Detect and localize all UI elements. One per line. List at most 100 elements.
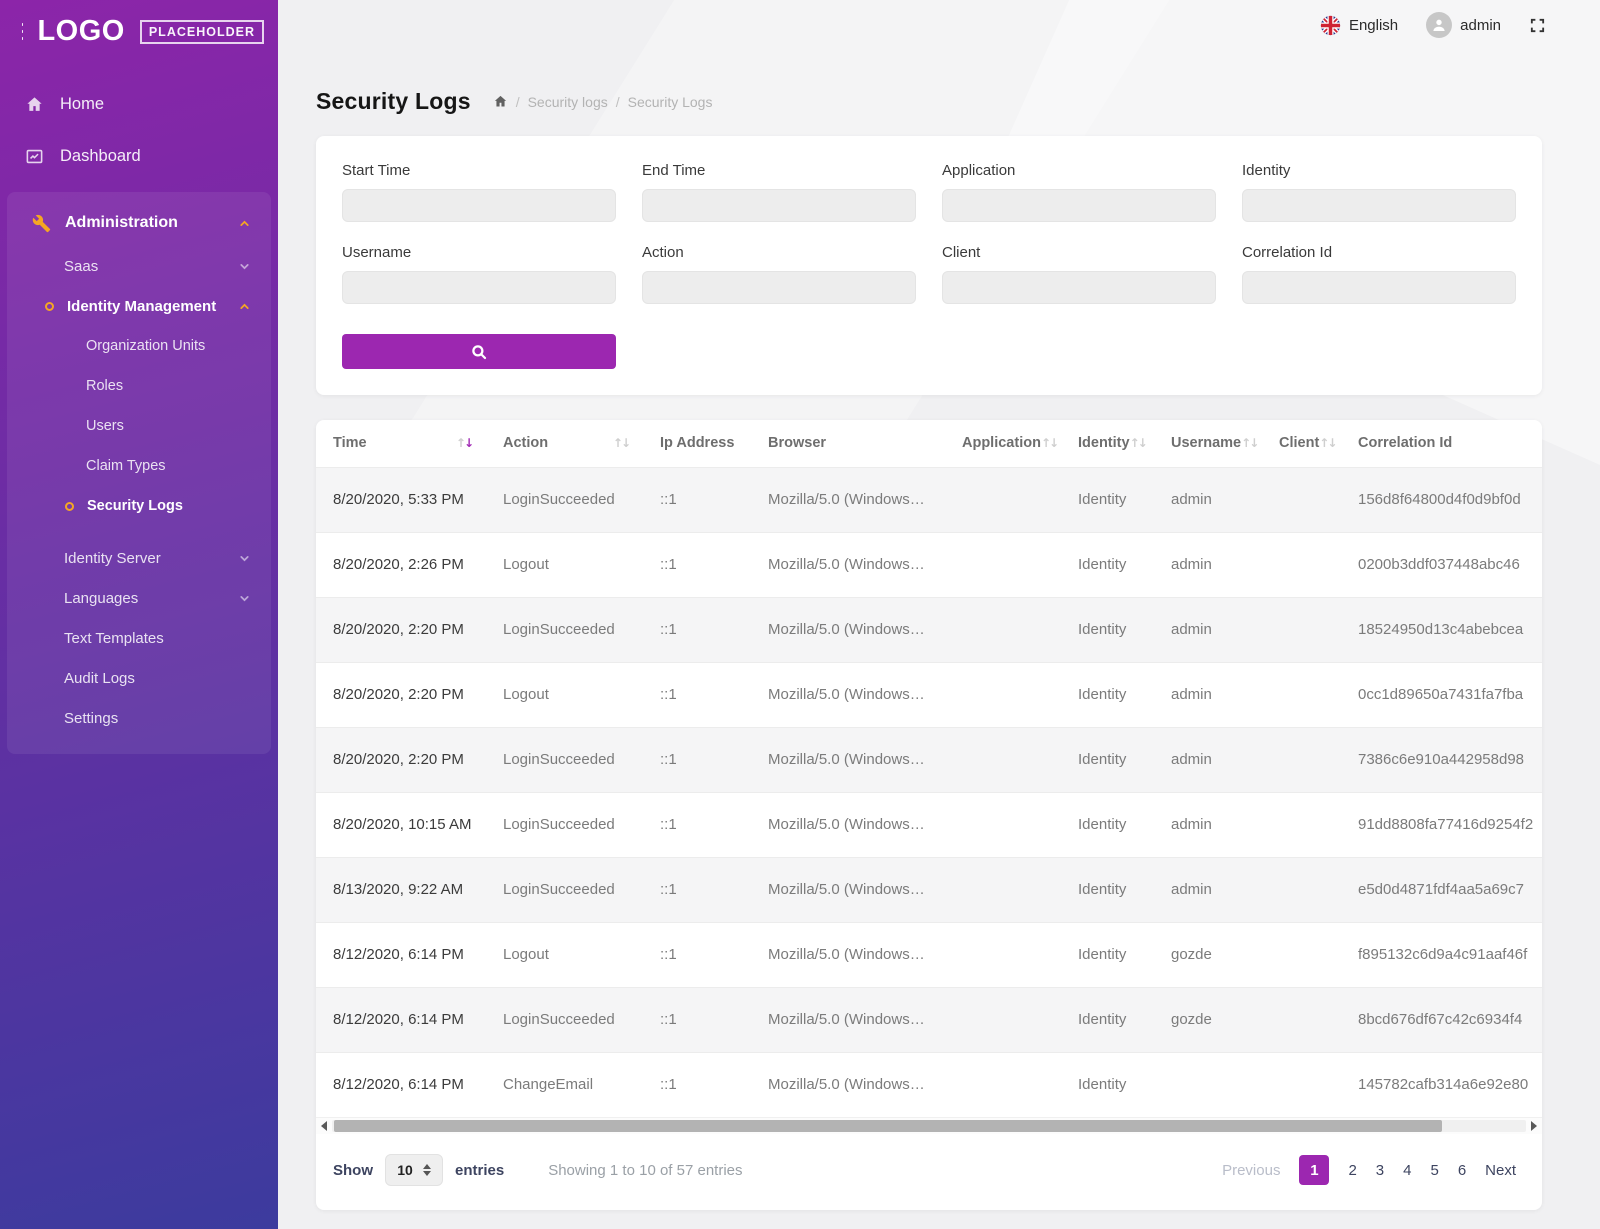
- filter-input-end-time[interactable]: [642, 189, 916, 222]
- table-row: 8/20/2020, 5:33 PM LoginSucceeded::1 Mozil…: [316, 467, 1542, 532]
- breadcrumb-item-current: Security Logs: [616, 94, 713, 110]
- column-header-application[interactable]: Application ↑ ↓: [945, 420, 1061, 467]
- sidebar-item-audit-logs[interactable]: Audit Logs: [7, 658, 271, 698]
- filter-field-identity: Identity: [1242, 162, 1516, 222]
- cell-correlation-id: 8bcd676df67c42c6934f4: [1358, 1011, 1523, 1028]
- filter-input-correlation-id[interactable]: [1242, 271, 1516, 304]
- breadcrumb-item[interactable]: Security logs: [516, 94, 608, 110]
- sidebar-item-claim-types[interactable]: Claim Types: [7, 446, 271, 486]
- cell-application: [945, 922, 1061, 987]
- cell-ip-address: ::1: [660, 556, 677, 573]
- previous-page-button[interactable]: Previous: [1222, 1161, 1281, 1179]
- logo-badge: PLACEHOLDER: [139, 19, 264, 44]
- cell-correlation-id: 0cc1d89650a7431fa7fba: [1358, 686, 1524, 703]
- filter-input-client[interactable]: [942, 271, 1216, 304]
- sidebar-item-roles[interactable]: Roles: [7, 366, 271, 406]
- page-button-3[interactable]: 3: [1375, 1161, 1385, 1179]
- topbar: English admin: [278, 0, 1600, 50]
- sidebar-item-identity-management[interactable]: Identity Management: [7, 286, 271, 326]
- scroll-right-icon[interactable]: [1531, 1121, 1537, 1131]
- scrollbar-track[interactable]: [332, 1120, 1526, 1132]
- filter-input-application[interactable]: [942, 189, 1216, 222]
- cell-action: LoginSucceeded: [503, 751, 615, 768]
- sidebar-item-label: Users: [86, 418, 124, 434]
- filter-label-correlation-id: Correlation Id: [1242, 244, 1333, 261]
- page-button-2[interactable]: 2: [1348, 1161, 1357, 1179]
- page-button-1[interactable]: 1: [1299, 1155, 1330, 1185]
- home-icon[interactable]: [493, 94, 508, 109]
- filter-input-username[interactable]: [342, 271, 616, 304]
- home-icon: [25, 95, 45, 114]
- cell-username: gozde: [1171, 1011, 1212, 1028]
- sidebar-item-saas[interactable]: Saas: [7, 246, 271, 286]
- sidebar-item-languages[interactable]: Languages: [7, 578, 271, 618]
- sidebar-item-organization-units[interactable]: Organization Units: [7, 326, 271, 366]
- filter-field-application: Application: [942, 162, 1216, 222]
- scroll-left-icon[interactable]: [321, 1121, 327, 1131]
- page-button-4[interactable]: 4: [1403, 1161, 1412, 1179]
- entries-summary: Showing 1 to 10 of 57 entries: [548, 1161, 743, 1179]
- sidebar-item-text-templates[interactable]: Text Templates: [7, 618, 271, 658]
- page-size-select[interactable]: 10: [385, 1154, 443, 1186]
- column-header-username[interactable]: Username ↑ ↓: [1154, 420, 1262, 467]
- filter-label-start-time: Start Time: [342, 162, 411, 179]
- column-label: Browser: [768, 435, 827, 452]
- cell-correlation-id: 156d8f64800d4f0d9bf0d: [1358, 491, 1521, 508]
- column-header-identity[interactable]: Identity ↑ ↓: [1061, 420, 1154, 467]
- cell-client: [1262, 987, 1341, 1052]
- fullscreen-icon[interactable]: [1529, 17, 1546, 34]
- filter-input-identity[interactable]: [1242, 189, 1516, 222]
- sidebar-item-home[interactable]: Home: [0, 78, 278, 130]
- cell-client: [1262, 727, 1341, 792]
- filter-field-username: Username: [342, 244, 616, 304]
- sidebar-item-security-logs[interactable]: Security Logs: [7, 486, 271, 526]
- security-logs-table: Time ↑ ↓ Action ↑ ↓ Ip Address Browser Applicati…: [316, 420, 1542, 1117]
- cell-username: admin: [1171, 751, 1212, 768]
- wrench-icon: [32, 214, 52, 233]
- sidebar-header: LOGO PLACEHOLDER: [0, 0, 278, 62]
- cell-browser: Mozilla/5.0 (Windows…: [768, 491, 925, 508]
- uk-flag-icon: [1320, 15, 1341, 36]
- sidebar-item-dashboard[interactable]: Dashboard: [0, 130, 278, 182]
- cell-action: ChangeEmail: [503, 1076, 594, 1094]
- page-button-6[interactable]: 6: [1457, 1161, 1467, 1179]
- column-header-action[interactable]: Action ↑ ↓: [486, 420, 643, 467]
- filter-input-start-time[interactable]: [342, 189, 616, 222]
- cell-identity: Identity: [1078, 881, 1127, 898]
- user-menu[interactable]: admin: [1426, 12, 1501, 38]
- cell-application: [945, 857, 1061, 922]
- search-button[interactable]: [342, 334, 616, 369]
- sidebar-item-administration[interactable]: Administration: [7, 200, 271, 246]
- column-label: Username: [1171, 435, 1242, 452]
- sidebar-item-label: Administration: [65, 214, 178, 231]
- sidebar-item-users[interactable]: Users: [7, 406, 271, 446]
- cell-application: [945, 727, 1061, 792]
- filter-input-action[interactable]: [642, 271, 916, 304]
- next-page-button[interactable]: Next: [1485, 1161, 1516, 1179]
- cell-time: 8/12/2020, 6:14 PM: [333, 1076, 464, 1094]
- cell-browser: Mozilla/5.0 (Windows…: [768, 621, 925, 638]
- language-selector[interactable]: English: [1320, 15, 1398, 36]
- username-label: admin: [1460, 16, 1501, 34]
- cell-application: [945, 597, 1061, 662]
- cell-client: [1262, 1052, 1341, 1117]
- cell-correlation-id: 145782cafb314a6e92e80: [1358, 1076, 1529, 1094]
- cell-ip-address: ::1: [660, 1076, 677, 1094]
- sidebar-item-identity-server[interactable]: Identity Server: [7, 538, 271, 578]
- table-row: 8/20/2020, 2:20 PM Logout::1 Mozilla/5.0 (…: [316, 662, 1542, 727]
- cell-time: 8/20/2020, 2:26 PM: [333, 556, 464, 573]
- cell-client: [1262, 922, 1341, 987]
- cell-browser: Mozilla/5.0 (Windows…: [768, 881, 925, 898]
- column-header-time[interactable]: Time ↑ ↓: [316, 420, 486, 467]
- cell-identity: Identity: [1078, 556, 1127, 573]
- chevron-down-icon: [238, 260, 251, 273]
- column-header-client[interactable]: Client ↑ ↓: [1262, 420, 1341, 467]
- sidebar-item-settings[interactable]: Settings: [7, 698, 271, 738]
- cell-identity: Identity: [1078, 491, 1127, 508]
- sidebar-item-label: Text Templates: [64, 629, 164, 647]
- sort-icon: ↑ ↓: [455, 436, 474, 451]
- page-button-5[interactable]: 5: [1430, 1161, 1439, 1179]
- scrollbar-thumb[interactable]: [334, 1120, 1442, 1132]
- cell-ip-address: ::1: [660, 621, 677, 638]
- filter-label-action: Action: [642, 244, 684, 261]
